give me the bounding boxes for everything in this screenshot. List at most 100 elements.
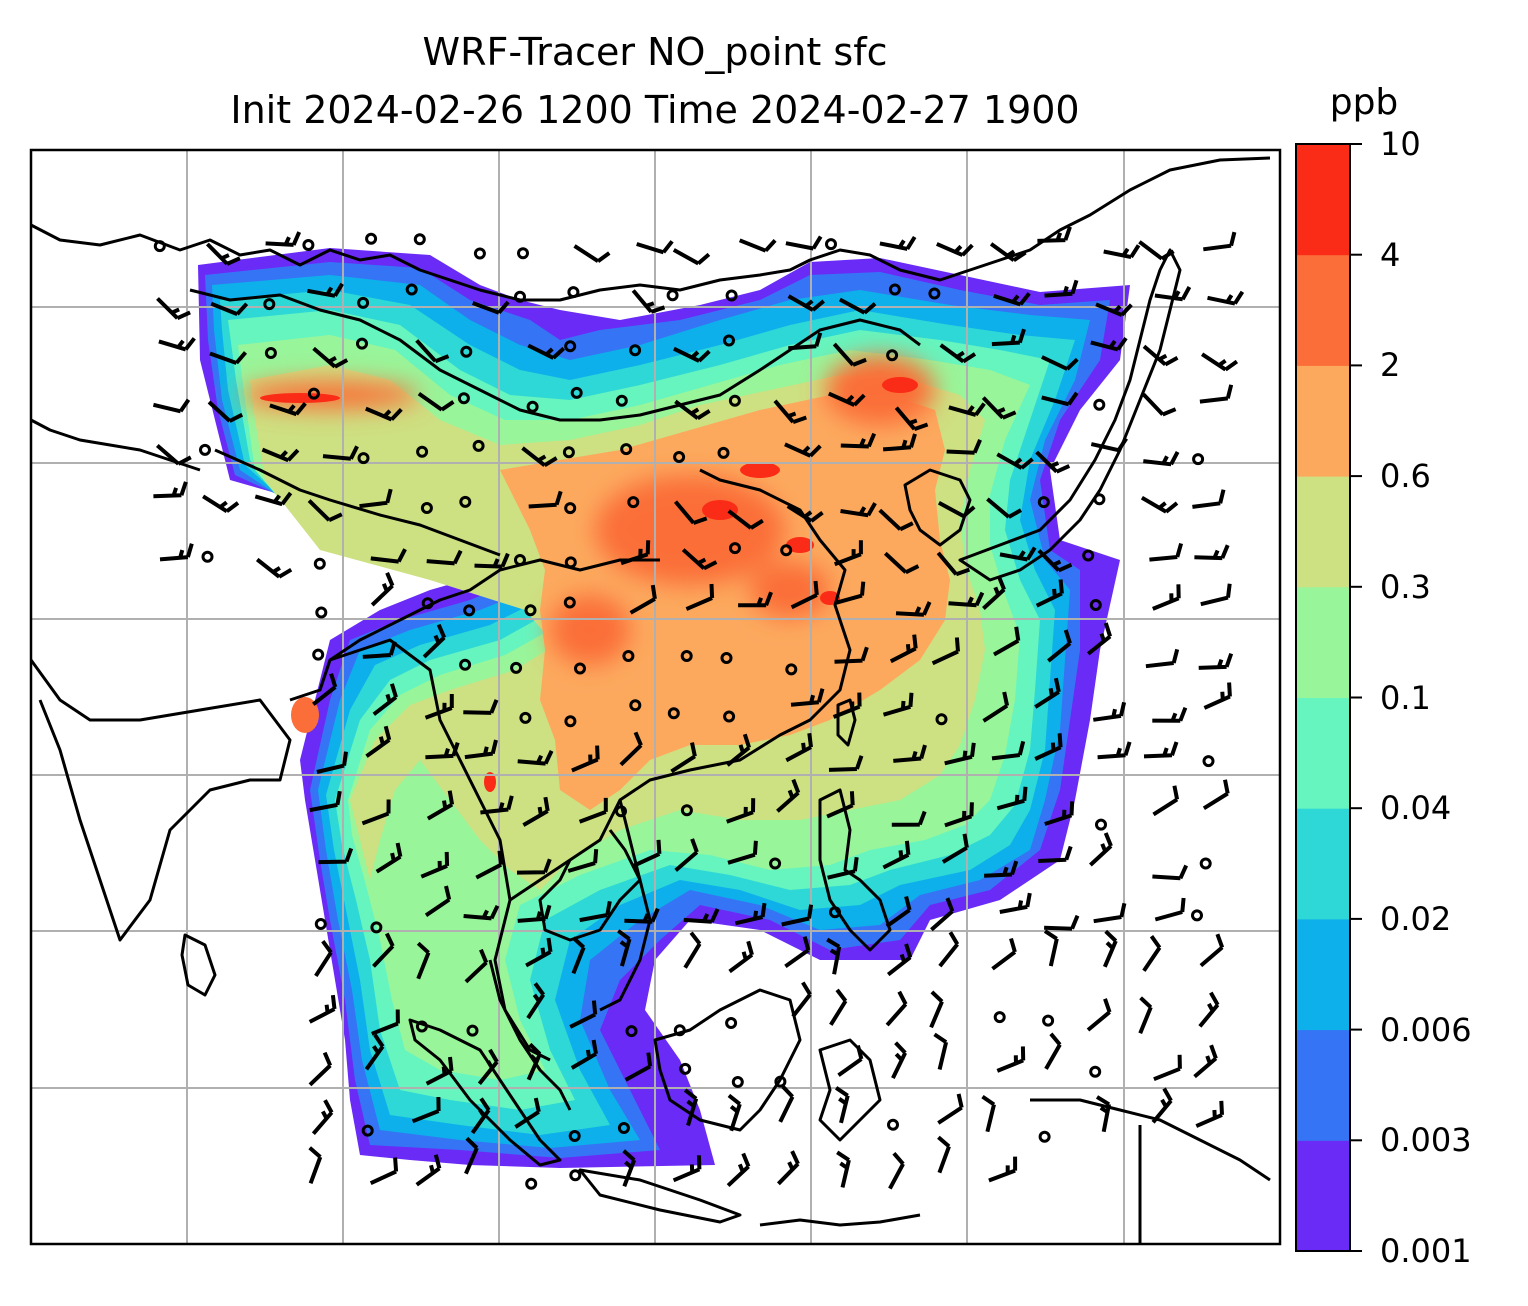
wind-barb [205, 242, 241, 266]
wind-barb [1154, 897, 1186, 922]
wind-barb [788, 332, 823, 351]
calm-wind-marker [420, 502, 433, 514]
calm-wind-marker [1093, 398, 1106, 411]
peak-coast-west [291, 697, 319, 733]
wind-barb [930, 897, 955, 932]
colorbar-tick-label: 0.003 [1380, 1121, 1472, 1160]
map-plot-area [31, 150, 1280, 1244]
wind-barb [1149, 542, 1184, 562]
peak-shandong [786, 537, 814, 553]
wind-barb [1043, 929, 1059, 967]
wind-barb [784, 442, 822, 458]
coast-korea [903, 468, 972, 547]
wind-barb [1198, 991, 1220, 1028]
coast-indochina [509, 468, 852, 902]
colorbar-segment [1296, 808, 1350, 920]
wind-barb [424, 885, 452, 917]
wind-barb [827, 391, 866, 407]
wind-barb [480, 795, 514, 815]
calm-wind-marker [829, 906, 841, 919]
wind-barb [727, 1093, 742, 1132]
calm-wind-marker [413, 233, 426, 246]
calm-wind-marker [620, 443, 633, 456]
calm-wind-marker [680, 804, 693, 817]
wind-barb [981, 396, 1017, 420]
wind-barb [269, 402, 307, 417]
wind-barb [359, 488, 393, 509]
wind-barb [254, 491, 293, 507]
wind-barb [836, 1150, 851, 1188]
calm-wind-marker [1042, 1014, 1055, 1027]
colorbar-tick-label: 0.04 [1380, 789, 1452, 828]
peak-small [484, 772, 496, 792]
wind-barb [1152, 584, 1181, 611]
calm-wind-marker [728, 394, 741, 407]
calm-wind-marker [673, 1024, 686, 1037]
colorbar-segment [1296, 1029, 1350, 1141]
wind-barb [937, 1135, 951, 1174]
calm-wind-marker [625, 1025, 638, 1038]
calm-wind-marker [725, 1017, 738, 1029]
colorbar-tick-label: 10 [1380, 125, 1421, 163]
calm-wind-marker [723, 710, 736, 723]
wind-barb [517, 904, 552, 923]
wind-barb [322, 445, 359, 461]
calm-wind-marker [510, 661, 523, 674]
wind-barb [989, 242, 1027, 262]
calm-wind-marker [357, 296, 370, 309]
colorbar-segment [1296, 254, 1350, 366]
wind-barb [937, 1093, 964, 1125]
calm-wind-marker [886, 349, 899, 362]
calm-wind-marker [459, 658, 472, 671]
coast-malay [488, 959, 572, 1111]
wind-barb [152, 398, 191, 414]
calm-wind-marker [459, 495, 472, 508]
wind-barb [776, 1150, 800, 1186]
wind-barb [633, 839, 662, 868]
calm-wind-marker [1095, 818, 1107, 831]
wind-barb [1192, 489, 1226, 509]
wind-barb [838, 297, 877, 315]
wind-barb [827, 857, 859, 880]
wind-barb [834, 581, 866, 606]
wind-barb [158, 337, 196, 352]
coast-japan [958, 248, 1182, 582]
wind-barb [936, 242, 974, 257]
wind-barb [1140, 495, 1179, 514]
calm-wind-marker [524, 604, 537, 617]
calm-wind-marker [731, 1076, 744, 1088]
colorbar-unit-label: ppb [1329, 82, 1399, 123]
wind-barb [826, 791, 855, 819]
wind-barb [944, 802, 974, 828]
colorbar-segment [1296, 476, 1350, 588]
colorbar-frame [1295, 143, 1351, 1252]
calm-wind-marker [769, 857, 782, 870]
wind-barb [829, 988, 848, 1026]
calm-wind-marker [887, 1118, 899, 1131]
wind-barb [425, 741, 460, 760]
wind-barb [982, 691, 1010, 723]
colorbar-segment [1296, 697, 1350, 809]
wind-barb [1044, 914, 1080, 931]
wind-barb [629, 584, 657, 615]
wind-barb [570, 1039, 598, 1070]
wind-barb [784, 936, 811, 969]
wind-barb [153, 481, 188, 499]
colorbar [1296, 143, 1362, 1252]
wind-barb [893, 744, 927, 763]
wind-barb [834, 1086, 850, 1124]
calm-wind-marker [517, 247, 529, 260]
calm-wind-marker [263, 298, 276, 311]
wind-barb [255, 557, 293, 579]
calm-wind-marker [357, 452, 370, 465]
colorbar-segment [1296, 586, 1350, 698]
coast-lesser-sunda [759, 1213, 921, 1227]
wind-barb [1034, 677, 1061, 709]
wind-barb [636, 240, 674, 255]
wind-barb [1143, 450, 1180, 467]
wind-barb [528, 490, 563, 509]
calm-wind-marker [514, 554, 526, 566]
wind-barb [308, 994, 337, 1024]
wind-barb [424, 694, 454, 720]
